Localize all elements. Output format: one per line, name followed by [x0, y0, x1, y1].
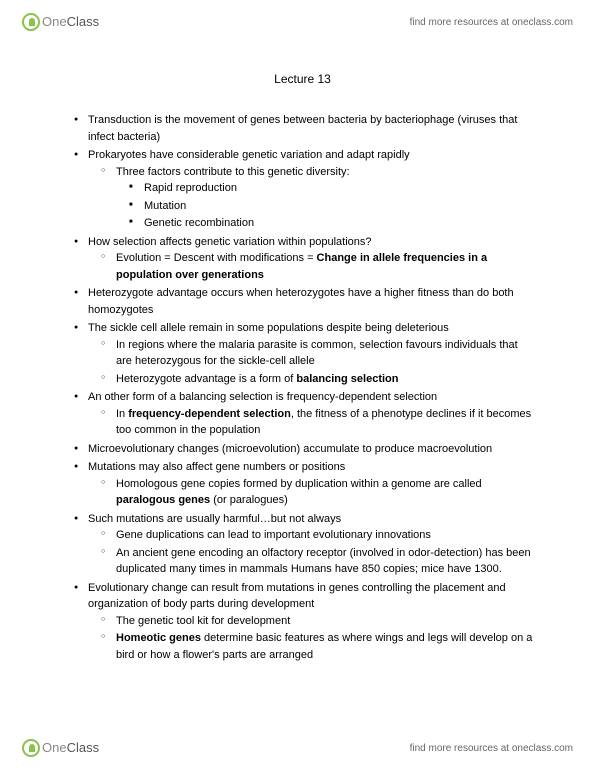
list-item-text: Mutation — [144, 200, 186, 212]
list-item-text: Heterozygote advantage is a form of bala… — [116, 373, 398, 385]
brand-text-footer: OneClass — [42, 738, 99, 758]
footer-tagline: find more resources at oneclass.com — [410, 741, 573, 756]
list-item: An ancient gene encoding an olfactory re… — [116, 545, 535, 578]
list-item: Homologous gene copies formed by duplica… — [116, 476, 535, 509]
list-item: Rapid reproduction — [144, 180, 535, 197]
list-item: Transduction is the movement of genes be… — [88, 112, 535, 145]
list-item: Homeotic genes determine basic features … — [116, 630, 535, 663]
lecture-title: Lecture 13 — [70, 70, 535, 88]
bullet-list: Transduction is the movement of genes be… — [70, 112, 535, 663]
list-item: The genetic tool kit for development — [116, 613, 535, 630]
list-item-text: In frequency-dependent selection, the fi… — [116, 408, 531, 437]
list-item: Genetic recombination — [144, 215, 535, 232]
header-tagline: find more resources at oneclass.com — [410, 15, 573, 30]
bullet-list-level-2: In frequency-dependent selection, the fi… — [88, 406, 535, 439]
leaf-circle-icon — [22, 739, 40, 757]
brand-text: OneClass — [42, 12, 99, 32]
list-item: In regions where the malaria parasite is… — [116, 337, 535, 370]
brand-logo-footer: OneClass — [22, 738, 99, 758]
list-item: Heterozygote advantage is a form of bala… — [116, 371, 535, 388]
list-item-text: Microevolutionary changes (microevolutio… — [88, 443, 492, 455]
list-item-text: Homologous gene copies formed by duplica… — [116, 478, 482, 507]
list-item: Such mutations are usually harmful…but n… — [88, 511, 535, 578]
list-item: An other form of a balancing selection i… — [88, 389, 535, 439]
list-item: Mutation — [144, 198, 535, 215]
list-item-text: How selection affects genetic variation … — [88, 236, 372, 248]
list-item-text: Evolutionary change can result from muta… — [88, 582, 506, 611]
list-item-text: The sickle cell allele remain in some po… — [88, 322, 449, 334]
brand-one: One — [42, 14, 67, 29]
list-item-text: Mutations may also affect gene numbers o… — [88, 461, 345, 473]
list-item: In frequency-dependent selection, the fi… — [116, 406, 535, 439]
list-item-text: Homeotic genes determine basic features … — [116, 632, 532, 661]
list-item-text: Prokaryotes have considerable genetic va… — [88, 149, 410, 161]
list-item: Evolutionary change can result from muta… — [88, 580, 535, 664]
bullet-list-level-2: Evolution = Descent with modifications =… — [88, 250, 535, 283]
bullet-list-level-2: Gene duplications can lead to important … — [88, 527, 535, 578]
list-item-text: Heterozygote advantage occurs when heter… — [88, 287, 514, 316]
list-item: Heterozygote advantage occurs when heter… — [88, 285, 535, 318]
bullet-list-level-2: Homologous gene copies formed by duplica… — [88, 476, 535, 509]
bullet-list-level-3: Rapid reproduction Mutation Genetic recomb… — [116, 180, 535, 232]
brand-logo: OneClass — [22, 12, 99, 32]
bullet-list-level-2: The genetic tool kit for development Home… — [88, 613, 535, 664]
list-item-text: Transduction is the movement of genes be… — [88, 114, 517, 143]
page-footer: OneClass find more resources at oneclass… — [0, 734, 595, 762]
list-item-text: Rapid reproduction — [144, 182, 237, 194]
list-item: Three factors contribute to this genetic… — [116, 164, 535, 232]
list-item: The sickle cell allele remain in some po… — [88, 320, 535, 387]
list-item: Prokaryotes have considerable genetic va… — [88, 147, 535, 232]
list-item: Evolution = Descent with modifications =… — [116, 250, 535, 283]
list-item: Mutations may also affect gene numbers o… — [88, 459, 535, 509]
list-item-text: The genetic tool kit for development — [116, 615, 290, 627]
list-item-text: Evolution = Descent with modifications =… — [116, 252, 487, 281]
list-item-text: Three factors contribute to this genetic… — [116, 166, 350, 178]
bullet-list-level-2: In regions where the malaria parasite is… — [88, 337, 535, 388]
list-item: How selection affects genetic variation … — [88, 234, 535, 284]
brand-class: Class — [67, 14, 100, 29]
leaf-circle-icon — [22, 13, 40, 31]
document-body: Lecture 13 Transduction is the movement … — [70, 70, 535, 665]
page-header: OneClass find more resources at oneclass… — [0, 8, 595, 36]
list-item: Microevolutionary changes (microevolutio… — [88, 441, 535, 458]
bullet-list-level-2: Three factors contribute to this genetic… — [88, 164, 535, 232]
list-item-text: An other form of a balancing selection i… — [88, 391, 437, 403]
list-item: Gene duplications can lead to important … — [116, 527, 535, 544]
list-item-text: Gene duplications can lead to important … — [116, 529, 431, 541]
brand-class-footer: Class — [67, 740, 100, 755]
list-item-text: An ancient gene encoding an olfactory re… — [116, 547, 531, 576]
list-item-text: Such mutations are usually harmful…but n… — [88, 513, 341, 525]
list-item-text: In regions where the malaria parasite is… — [116, 339, 518, 368]
list-item-text: Genetic recombination — [144, 217, 254, 229]
brand-one-footer: One — [42, 740, 67, 755]
